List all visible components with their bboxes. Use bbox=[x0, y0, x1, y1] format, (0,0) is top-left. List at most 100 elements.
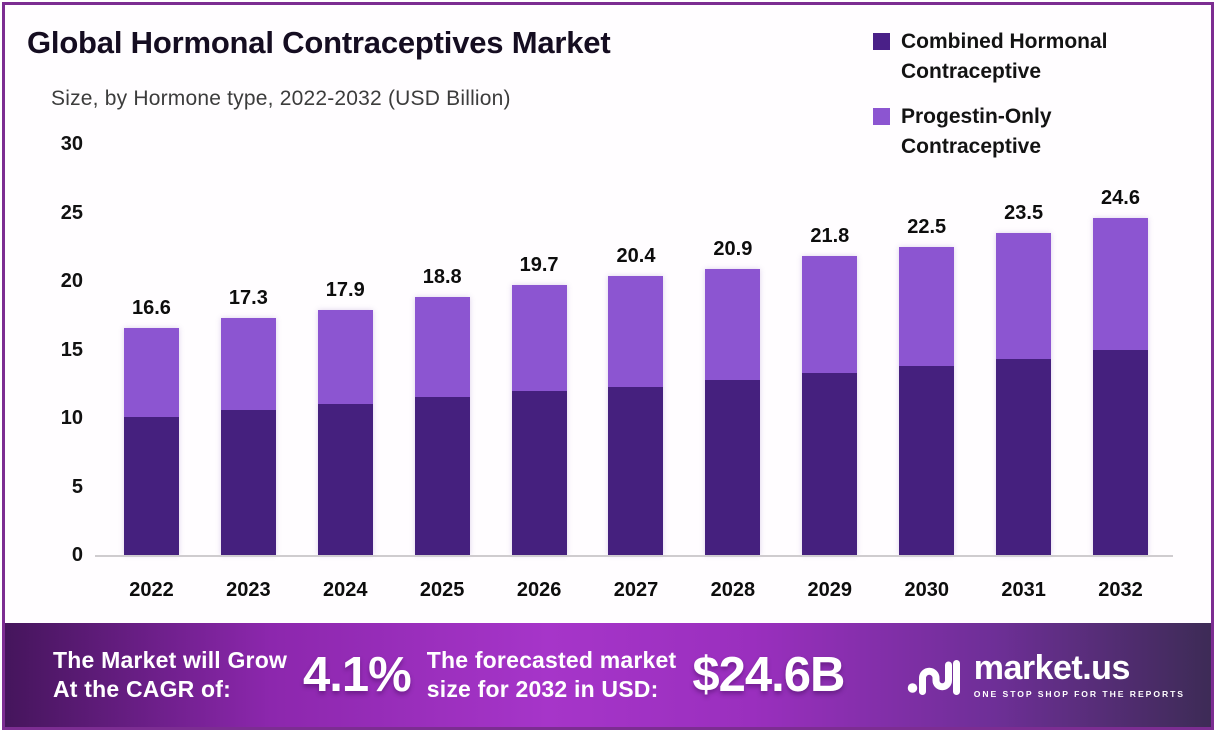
stacked-bar-2024: 17.9 bbox=[317, 279, 373, 555]
x-axis-label: 2025 bbox=[419, 579, 465, 601]
bar-column-2026: 19.7 2026 bbox=[491, 144, 588, 601]
legend-swatch-progestin bbox=[873, 107, 890, 125]
x-axis-label: 2023 bbox=[226, 579, 271, 601]
bar-segment-combined-hormonal bbox=[996, 359, 1052, 555]
y-axis-tick-label: 10 bbox=[60, 407, 83, 429]
stacked-bar-2030: 22.5 bbox=[899, 216, 955, 555]
bar-total-label: 22.5 bbox=[907, 215, 947, 238]
legend-item-combined: Combined Hormonal Contraceptive bbox=[873, 27, 1195, 88]
page-title: Global Hormonal Contraceptives Market bbox=[27, 25, 611, 60]
legend: Combined Hormonal Contraceptive Progesti… bbox=[873, 27, 1195, 163]
x-axis-label: 2029 bbox=[807, 579, 853, 601]
bar-column-2027: 20.4 2027 bbox=[588, 144, 685, 601]
forecast-value: $24.6B bbox=[692, 648, 845, 702]
legend-swatch-combined bbox=[873, 33, 890, 50]
bar-total-label: 18.8 bbox=[422, 266, 462, 289]
bar-total-label: 19.7 bbox=[519, 254, 559, 277]
bar-segment-progestin-only bbox=[1093, 217, 1149, 350]
bar-column-2022: 16.6 2022 bbox=[103, 144, 200, 601]
legend-label: Progestin-Only Contraceptive bbox=[901, 104, 1052, 159]
bar-total-label: 17.3 bbox=[228, 287, 268, 309]
y-axis-tick-label: 25 bbox=[60, 201, 83, 224]
bar-segment-combined-hormonal bbox=[608, 386, 664, 555]
bar-segment-progestin-only bbox=[317, 309, 373, 405]
bar-column-2025: 18.8 2025 bbox=[394, 144, 491, 601]
bar-segment-combined-hormonal bbox=[123, 416, 179, 555]
chart-plot-area: 16.6 2022 17.3 2023 17.9 2024 18.8 2025 19.7 2026… bbox=[61, 133, 1173, 601]
x-axis-label: 2022 bbox=[129, 579, 174, 601]
y-axis-tick-label: 0 bbox=[71, 544, 83, 566]
bar-column-2032: 24.6 2032 bbox=[1072, 144, 1169, 601]
cagr-value: 4.1% bbox=[303, 648, 412, 702]
y-axis-tick-label: 20 bbox=[60, 270, 83, 292]
bar-segment-progestin-only bbox=[511, 285, 567, 391]
y-axis-tick-label: 5 bbox=[71, 475, 83, 498]
cagr-label: The Market will Grow At the CAGR of: bbox=[53, 646, 287, 705]
bar-total-label: 21.8 bbox=[810, 225, 850, 248]
bar-column-2031: 23.5 2031 bbox=[975, 144, 1072, 601]
bar-segment-progestin-only bbox=[608, 275, 664, 387]
y-axis-tick-label: 15 bbox=[60, 338, 83, 361]
stacked-bar-2031: 23.5 bbox=[996, 202, 1052, 555]
market-us-logo-icon bbox=[907, 660, 960, 695]
market-us-logo: market.us ONE STOP SHOP FOR THE REPORTS bbox=[907, 650, 1185, 700]
forecast-label: The forecasted market size for 2032 in U… bbox=[427, 646, 677, 705]
x-axis-line bbox=[95, 555, 1173, 557]
bar-segment-combined-hormonal bbox=[414, 397, 470, 555]
bar-segment-progestin-only bbox=[414, 297, 470, 398]
page-subtitle: Size, by Hormone type, 2022-2032 (USD Bi… bbox=[51, 87, 511, 110]
x-axis-label: 2024 bbox=[323, 579, 368, 601]
bar-total-label: 20.9 bbox=[713, 237, 753, 260]
market-us-logo-text: market.us ONE STOP SHOP FOR THE REPORTS bbox=[974, 651, 1185, 699]
stacked-bar-2023: 17.3 bbox=[220, 287, 276, 555]
bar-segment-combined-hormonal bbox=[899, 365, 955, 555]
x-axis-label: 2032 bbox=[1098, 579, 1143, 601]
bar-column-2023: 17.3 2023 bbox=[200, 144, 297, 601]
bar-total-label: 17.9 bbox=[325, 278, 365, 301]
brand-name: market.us bbox=[973, 649, 1131, 687]
bar-segment-combined-hormonal bbox=[1093, 349, 1149, 555]
bar-total-label: 20.4 bbox=[616, 244, 656, 267]
bar-segment-combined-hormonal bbox=[317, 404, 373, 555]
bar-segment-progestin-only bbox=[802, 256, 858, 373]
forecast-label-line2: size for 2032 in USD: bbox=[426, 676, 659, 702]
footer-banner: The Market will Grow At the CAGR of: 4.1… bbox=[5, 623, 1211, 727]
stacked-bar-2026: 19.7 bbox=[511, 254, 567, 555]
x-axis-label: 2027 bbox=[613, 579, 659, 601]
brand-tagline: ONE STOP SHOP FOR THE REPORTS bbox=[973, 689, 1185, 699]
bar-total-label: 23.5 bbox=[1004, 202, 1044, 225]
y-axis-tick-label: 30 bbox=[60, 133, 83, 155]
bar-segment-progestin-only bbox=[705, 268, 761, 380]
bar-segment-combined-hormonal bbox=[511, 390, 567, 555]
bar-segment-combined-hormonal bbox=[705, 379, 761, 555]
forecast-label-line1: The forecasted market bbox=[426, 646, 677, 673]
cagr-label-line1: The Market will Grow bbox=[53, 646, 288, 673]
stacked-bar-2028: 20.9 bbox=[705, 238, 761, 555]
bar-column-2029: 21.8 2029 bbox=[781, 144, 878, 601]
stacked-bar-2029: 21.8 bbox=[802, 225, 858, 555]
bar-total-label: 16.6 bbox=[131, 296, 171, 319]
x-axis-label: 2030 bbox=[904, 579, 949, 601]
x-axis-label: 2026 bbox=[516, 579, 562, 601]
bar-total-label: 24.6 bbox=[1101, 186, 1140, 209]
bar-segment-progestin-only bbox=[996, 233, 1052, 360]
bar-column-2024: 17.9 2024 bbox=[297, 144, 394, 601]
stacked-bar-2027: 20.4 bbox=[608, 245, 664, 555]
legend-item-progestin: Progestin-Only Contraceptive bbox=[873, 102, 1195, 163]
stacked-bar-2022: 16.6 bbox=[123, 297, 179, 555]
stacked-bar-2032: 24.6 bbox=[1093, 187, 1149, 555]
cagr-label-line2: At the CAGR of: bbox=[53, 676, 232, 702]
bar-segment-progestin-only bbox=[123, 327, 179, 417]
bar-segment-progestin-only bbox=[899, 246, 955, 366]
bar-segment-combined-hormonal bbox=[802, 372, 858, 555]
bar-segment-progestin-only bbox=[220, 318, 276, 410]
bar-segment-combined-hormonal bbox=[220, 409, 276, 555]
legend-label: Combined Hormonal Contraceptive bbox=[901, 30, 1108, 84]
stacked-bar-2025: 18.8 bbox=[414, 266, 470, 555]
bar-column-2028: 20.9 2028 bbox=[684, 144, 781, 601]
bar-column-2030: 22.5 2030 bbox=[878, 144, 975, 601]
bar-columns: 16.6 2022 17.3 2023 17.9 2024 18.8 2025 19.7 2026… bbox=[103, 144, 1169, 601]
x-axis-label: 2031 bbox=[1001, 579, 1046, 601]
x-axis-label: 2028 bbox=[710, 579, 756, 601]
